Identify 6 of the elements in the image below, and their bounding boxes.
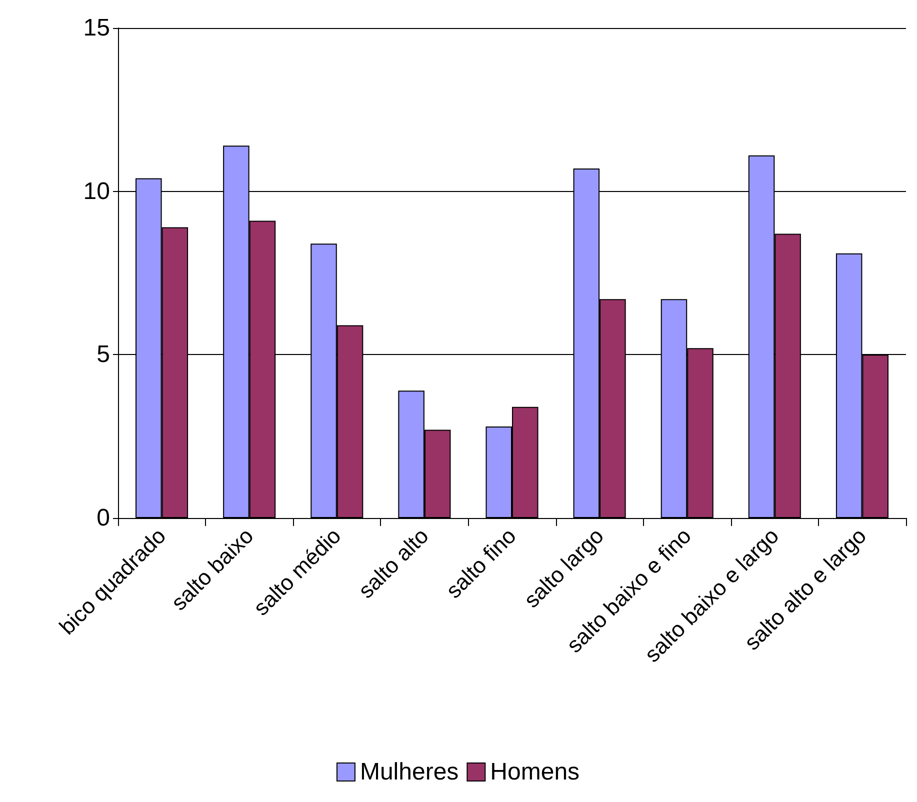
legend-label: Homens bbox=[490, 758, 580, 786]
legend-label: Mulheres bbox=[360, 758, 459, 786]
y-tick-label: 10 bbox=[83, 178, 110, 205]
y-tick-label: 15 bbox=[83, 14, 110, 42]
y-tick-label: 0 bbox=[96, 504, 110, 532]
y-tick-label: 5 bbox=[96, 341, 110, 368]
